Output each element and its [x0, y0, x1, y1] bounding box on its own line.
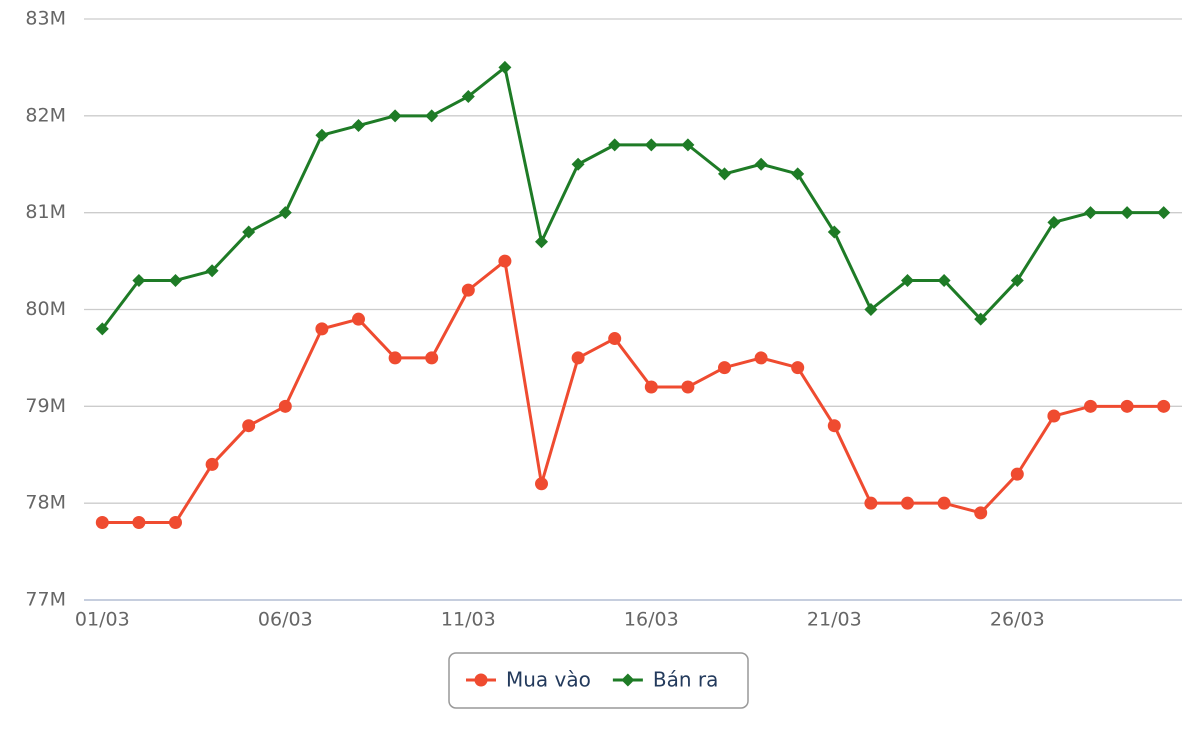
point	[1157, 399, 1171, 413]
point	[1120, 399, 1134, 413]
x-tick-label: 11/03	[441, 609, 496, 631]
point	[608, 332, 622, 346]
point	[205, 457, 219, 471]
point	[95, 322, 109, 336]
point	[461, 283, 475, 297]
point	[754, 157, 768, 171]
point	[169, 516, 182, 530]
point	[621, 673, 635, 687]
point	[937, 273, 951, 287]
x-tick-label: 26/03	[990, 609, 1045, 631]
point	[754, 351, 768, 365]
point	[791, 361, 805, 375]
point	[1047, 215, 1061, 229]
point	[571, 157, 585, 171]
point	[937, 496, 951, 510]
point	[718, 361, 731, 375]
y-tick-label: 82M	[25, 104, 66, 126]
point	[315, 322, 329, 336]
point	[461, 89, 475, 103]
point	[791, 167, 805, 181]
y-tick-label: 83M	[25, 8, 66, 30]
point	[498, 60, 512, 74]
point	[535, 235, 548, 249]
y-tick-label: 77M	[25, 589, 66, 611]
point	[864, 496, 878, 510]
point	[425, 109, 439, 123]
point	[974, 506, 988, 520]
point	[205, 264, 219, 278]
point	[864, 303, 878, 316]
point	[132, 273, 146, 287]
legend-label: Mua vào	[506, 668, 591, 692]
point	[681, 380, 695, 394]
point	[1157, 206, 1171, 220]
point	[681, 138, 695, 152]
point	[644, 138, 658, 152]
point	[1084, 206, 1097, 220]
point	[1084, 399, 1097, 413]
x-tick-label: 16/03	[624, 609, 679, 631]
point	[644, 380, 658, 394]
point	[901, 496, 914, 510]
point	[974, 312, 988, 326]
point	[95, 516, 109, 530]
point	[388, 351, 402, 365]
y-tick-label: 78M	[25, 492, 66, 514]
point	[169, 273, 182, 287]
legend-label: Bán ra	[653, 668, 719, 692]
point	[901, 273, 914, 287]
series-line	[102, 259, 1164, 525]
point	[571, 351, 585, 365]
point	[718, 167, 731, 181]
point	[1047, 409, 1061, 423]
point	[1010, 273, 1024, 287]
point	[132, 516, 146, 530]
x-tick-label: 06/03	[258, 609, 313, 631]
legend-box	[448, 652, 749, 709]
point	[1120, 206, 1134, 220]
point	[474, 673, 488, 687]
point	[242, 419, 256, 433]
y-tick-label: 81M	[25, 201, 66, 223]
x-tick-label: 01/03	[75, 609, 130, 631]
y-tick-label: 79M	[25, 395, 66, 417]
point	[425, 351, 439, 365]
point	[1010, 467, 1024, 481]
point	[242, 225, 256, 239]
point	[827, 225, 841, 239]
x-tick-label: 21/03	[807, 609, 862, 631]
y-tick-label: 80M	[25, 298, 66, 320]
point	[278, 206, 292, 220]
point	[498, 254, 512, 268]
point	[352, 119, 365, 133]
point	[535, 477, 548, 491]
point	[315, 128, 329, 142]
point	[352, 312, 365, 326]
point	[608, 138, 622, 152]
point	[388, 109, 402, 123]
point	[278, 399, 292, 413]
series-line	[101, 65, 1164, 330]
point	[827, 419, 841, 433]
